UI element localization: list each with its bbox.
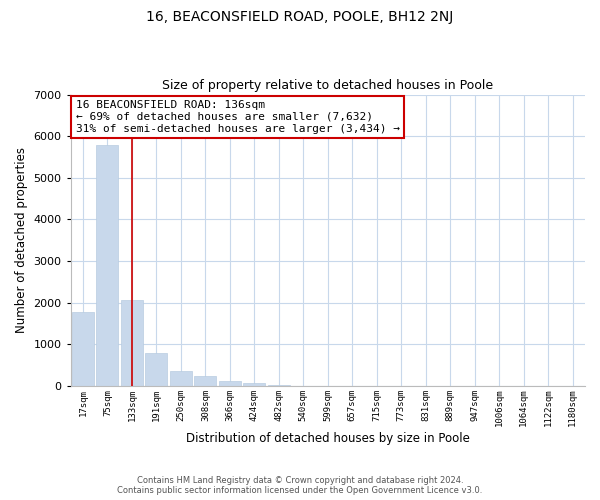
X-axis label: Distribution of detached houses by size in Poole: Distribution of detached houses by size …: [186, 432, 470, 445]
Title: Size of property relative to detached houses in Poole: Size of property relative to detached ho…: [162, 79, 493, 92]
Bar: [268, 385, 290, 386]
Text: 16 BEACONSFIELD ROAD: 136sqm
← 69% of detached houses are smaller (7,632)
31% of: 16 BEACONSFIELD ROAD: 136sqm ← 69% of de…: [76, 100, 400, 134]
Bar: [121, 300, 143, 386]
Bar: [97, 146, 118, 386]
Bar: [145, 352, 167, 386]
Bar: [244, 383, 265, 386]
Bar: [219, 382, 241, 386]
Bar: [170, 370, 192, 386]
Bar: [194, 376, 217, 386]
Text: 16, BEACONSFIELD ROAD, POOLE, BH12 2NJ: 16, BEACONSFIELD ROAD, POOLE, BH12 2NJ: [146, 10, 454, 24]
Y-axis label: Number of detached properties: Number of detached properties: [15, 148, 28, 334]
Bar: [72, 312, 94, 386]
Text: Contains HM Land Registry data © Crown copyright and database right 2024.
Contai: Contains HM Land Registry data © Crown c…: [118, 476, 482, 495]
